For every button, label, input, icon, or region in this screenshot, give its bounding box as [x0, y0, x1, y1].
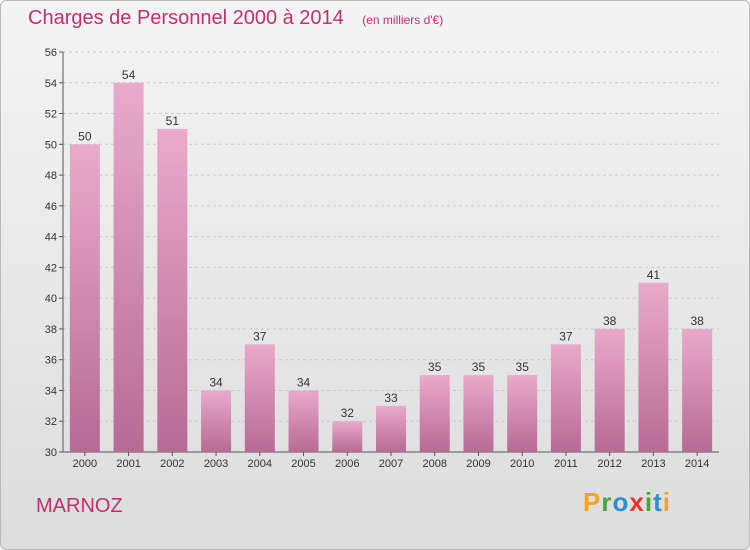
y-tick-label: 36	[45, 355, 57, 367]
data-label: 38	[690, 314, 704, 328]
data-label: 37	[559, 329, 573, 343]
y-tick-label: 34	[45, 385, 57, 397]
x-tick-label: 2013	[641, 458, 665, 470]
data-label: 35	[428, 360, 442, 374]
bar	[69, 144, 100, 453]
bar	[638, 282, 669, 452]
bar	[419, 375, 450, 452]
x-tick-label: 2002	[160, 458, 184, 470]
proxiti-logo: Proxiti	[583, 487, 671, 518]
y-tick-label: 50	[45, 139, 57, 151]
bar	[201, 390, 232, 452]
x-tick-label: 2011	[554, 458, 578, 470]
y-tick-label: 44	[45, 232, 57, 244]
y-tick-label: 54	[45, 78, 57, 90]
x-tick-label: 2006	[335, 458, 359, 470]
logo-letter: r	[601, 487, 613, 517]
x-tick-label: 2003	[204, 458, 228, 470]
x-tick-label: 2000	[73, 458, 97, 470]
y-tick-label: 56	[45, 47, 57, 59]
x-tick-label: 2008	[422, 458, 446, 470]
logo-letter: t	[653, 487, 663, 517]
logo-letter: i	[662, 487, 671, 517]
data-label: 54	[122, 68, 136, 82]
logo-letter: i	[644, 487, 654, 517]
x-tick-label: 2010	[510, 458, 534, 470]
bar	[463, 375, 494, 452]
x-tick-label: 2009	[466, 458, 490, 470]
x-tick-label: 2012	[597, 458, 621, 470]
data-label: 33	[384, 391, 398, 405]
bar	[682, 328, 713, 452]
data-label: 32	[341, 406, 355, 420]
data-label: 51	[166, 114, 180, 128]
logo-letter: P	[583, 487, 602, 517]
data-label: 50	[78, 129, 92, 143]
y-tick-label: 48	[45, 170, 57, 182]
data-label: 34	[297, 375, 311, 389]
data-label: 37	[253, 329, 267, 343]
commune-name: MARNOZ	[36, 495, 123, 517]
y-tick-label: 52	[45, 109, 57, 121]
bar	[550, 344, 581, 452]
bar	[594, 328, 625, 452]
y-tick-label: 42	[45, 262, 57, 274]
data-label: 41	[647, 268, 661, 282]
bar	[507, 375, 538, 452]
logo-letter: o	[612, 487, 630, 517]
data-label: 34	[209, 375, 223, 389]
y-tick-label: 46	[45, 201, 57, 213]
data-label: 35	[472, 360, 486, 374]
bar	[376, 405, 406, 452]
data-label: 35	[516, 360, 530, 374]
data-label: 38	[603, 314, 617, 328]
y-tick-label: 40	[45, 293, 57, 305]
x-tick-label: 2014	[685, 458, 709, 470]
chart-header: Charges de Personnel 2000 à 2014 (en mil…	[28, 7, 443, 30]
x-tick-label: 2007	[379, 458, 403, 470]
bar	[332, 421, 363, 452]
y-tick-label: 30	[45, 447, 57, 459]
bar	[113, 82, 144, 453]
bar	[157, 128, 188, 452]
y-tick-label: 32	[45, 416, 57, 428]
bar	[288, 390, 319, 452]
x-tick-label: 2005	[291, 458, 315, 470]
chart-title: Charges de Personnel 2000 à 2014	[28, 7, 344, 29]
bar	[244, 344, 275, 452]
y-tick-label: 38	[45, 324, 57, 336]
chart-subtitle: (en milliers d'€)	[362, 13, 444, 27]
logo-letter: x	[629, 487, 645, 517]
x-tick-label: 2004	[248, 458, 272, 470]
x-tick-label: 2001	[116, 458, 140, 470]
